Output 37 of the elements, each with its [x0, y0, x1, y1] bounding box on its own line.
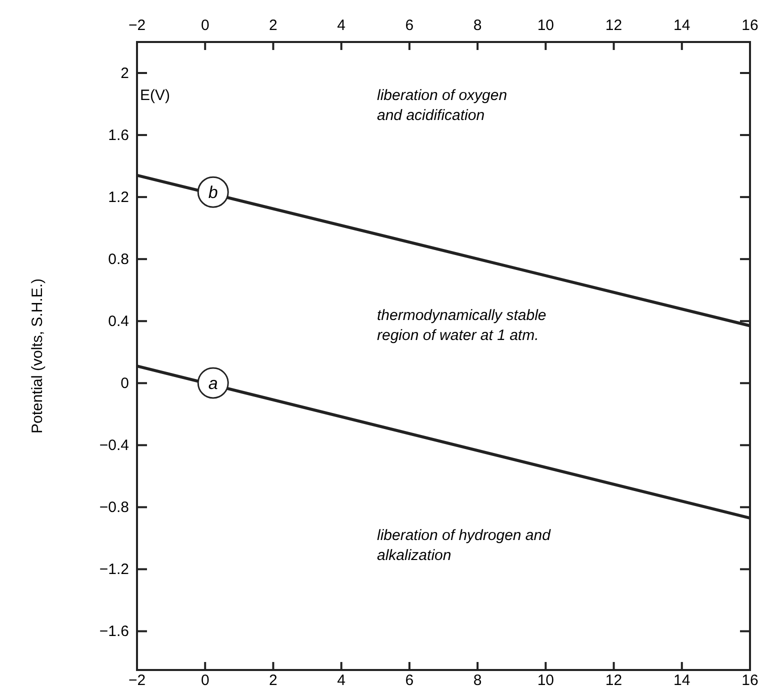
y-axis-title: Potential (volts, S.H.E.) — [29, 278, 46, 434]
x-tick-label: −2 — [128, 672, 146, 687]
annotation: E(V) — [140, 87, 170, 104]
y-tick-label: −1.2 — [99, 561, 129, 578]
annotation: liberation of hydrogen and alkalization — [377, 527, 552, 564]
y-tick-label: 1.2 — [108, 189, 129, 206]
y-tick-label: −0.4 — [99, 437, 129, 454]
annotation: liberation of oxygen and acidification — [377, 87, 508, 124]
x-tick-label: 12 — [605, 672, 622, 687]
x2-tick-label: 14 — [674, 17, 690, 34]
x2-tick-label: 8 — [473, 17, 482, 34]
x2-tick-label: 16 — [742, 17, 758, 34]
x2-tick-label: 12 — [605, 17, 622, 34]
x2-tick-label: 6 — [405, 17, 414, 34]
x-tick-label: 4 — [337, 672, 346, 687]
y-tick-label: 0.8 — [108, 251, 129, 268]
x2-tick-label: 0 — [200, 17, 210, 34]
y-tick-label: −0.8 — [99, 499, 129, 516]
x2-tick-label: 10 — [537, 17, 554, 34]
series-label: a — [208, 374, 218, 393]
x2-tick-label: −2 — [128, 17, 146, 34]
y-tick-label: 2 — [120, 65, 129, 82]
annotation: thermodynamically stable region of water at 1 atm. — [377, 307, 546, 344]
x2-tick-label: 2 — [269, 17, 278, 34]
series-label: b — [208, 183, 218, 202]
x-tick-label: 14 — [674, 672, 690, 687]
x-tick-label: 10 — [537, 672, 554, 687]
x-tick-label: 2 — [269, 672, 278, 687]
y-tick-label: −1.6 — [99, 623, 129, 640]
x-tick-label: 8 — [473, 672, 482, 687]
y-tick-label: 0 — [120, 375, 129, 392]
x-tick-label: 6 — [405, 672, 414, 687]
x-tick-label: 16 — [742, 672, 758, 687]
y-tick-label: 0.4 — [108, 313, 129, 330]
x-tick-label: 0 — [200, 672, 210, 687]
y-tick-label: 1.6 — [108, 127, 129, 144]
x2-tick-label: 4 — [337, 17, 346, 34]
